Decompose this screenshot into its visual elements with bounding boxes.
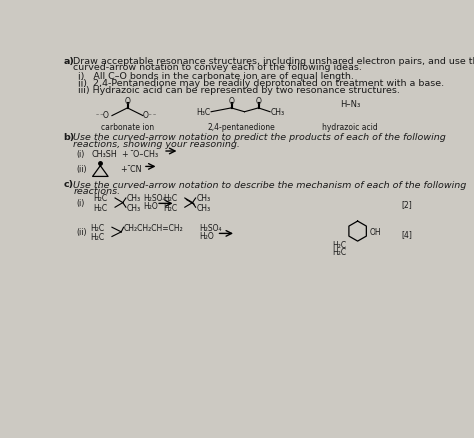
Text: OH: OH xyxy=(369,227,381,236)
Text: CH₃: CH₃ xyxy=(196,194,210,203)
Text: CH₃: CH₃ xyxy=(127,194,141,203)
Text: CH₃: CH₃ xyxy=(271,108,285,117)
Text: H₂C: H₂C xyxy=(93,203,107,212)
Text: curved-arrow notation to convey each of the following ideas.: curved-arrow notation to convey each of … xyxy=(73,64,362,72)
Text: ⁻O: ⁻O xyxy=(99,110,109,119)
Text: O: O xyxy=(255,96,261,105)
Text: (ii): (ii) xyxy=(76,228,87,237)
Text: H₂C: H₂C xyxy=(332,241,346,250)
Text: reactions.: reactions. xyxy=(73,187,120,196)
Text: H₃C: H₃C xyxy=(196,108,210,117)
Text: Use the curved-arrow notation to predict the products of each of the following: Use the curved-arrow notation to predict… xyxy=(73,132,446,141)
Text: i)   All C–O bonds in the carbonate ion are of equal length.: i) All C–O bonds in the carbonate ion ar… xyxy=(78,72,354,81)
Text: H₂O: H₂O xyxy=(199,232,213,240)
Text: ii)  2,4-Pentanedione may be readily deprotonated on treatment with a base.: ii) 2,4-Pentanedione may be readily depr… xyxy=(78,79,444,88)
Text: ¯CN: ¯CN xyxy=(126,165,141,174)
Text: (i): (i) xyxy=(76,149,85,159)
Text: H₂C: H₂C xyxy=(90,233,104,241)
Text: CH₂CH₂CH=CH₂: CH₂CH₂CH=CH₂ xyxy=(124,223,183,232)
Text: reactions, showing your reasoning.: reactions, showing your reasoning. xyxy=(73,139,240,148)
Text: iii) Hydrazoic acid can be represented by two resonance structures.: iii) Hydrazoic acid can be represented b… xyxy=(78,85,400,95)
Text: Draw acceptable resonance structures, including unshared electron pairs, and use: Draw acceptable resonance structures, in… xyxy=(73,57,474,65)
Text: H₂SO₄: H₂SO₄ xyxy=(143,193,165,202)
Text: [2]: [2] xyxy=(401,199,412,208)
Text: a): a) xyxy=(63,57,74,65)
Text: c): c) xyxy=(63,180,73,189)
Text: (i): (i) xyxy=(76,198,85,208)
Text: H₂C: H₂C xyxy=(163,203,177,212)
Text: [4]: [4] xyxy=(401,230,412,238)
Text: CH₃SH: CH₃SH xyxy=(92,149,118,159)
Text: Use the curved-arrow notation to describe the mechanism of each of the following: Use the curved-arrow notation to describ… xyxy=(73,180,466,189)
Text: H₂O: H₂O xyxy=(143,202,158,211)
Text: b): b) xyxy=(63,132,74,141)
Text: –: – xyxy=(152,112,155,117)
Text: CH₃: CH₃ xyxy=(196,203,210,212)
Text: 2,4-pentanedione: 2,4-pentanedione xyxy=(208,123,275,131)
Text: H₂C: H₂C xyxy=(93,194,107,203)
Text: H₂C: H₂C xyxy=(332,247,346,256)
Text: +: + xyxy=(121,149,128,159)
Text: H–N₃: H–N₃ xyxy=(340,99,360,109)
Text: carbonate ion: carbonate ion xyxy=(101,123,154,131)
Text: O: O xyxy=(228,96,234,105)
Text: H₂C: H₂C xyxy=(163,194,177,203)
Text: hydrazoic acid: hydrazoic acid xyxy=(322,123,378,131)
Text: +: + xyxy=(120,165,127,174)
Text: (ii): (ii) xyxy=(76,165,87,174)
Text: O: O xyxy=(125,96,130,105)
Text: CH₃: CH₃ xyxy=(127,203,141,212)
Text: –: – xyxy=(96,112,99,117)
Text: ¯O–CH₃: ¯O–CH₃ xyxy=(129,149,158,159)
Text: H₂SO₄: H₂SO₄ xyxy=(199,223,221,232)
Text: O⁻: O⁻ xyxy=(143,110,153,119)
Text: H₂C: H₂C xyxy=(90,223,104,232)
